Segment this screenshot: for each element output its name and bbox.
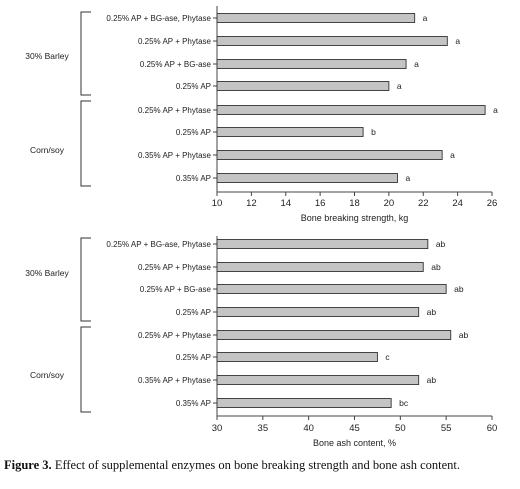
chart1-bar	[216, 13, 416, 23]
chart2-category-label: 0.25% AP	[176, 308, 211, 317]
chart1-bar	[216, 127, 364, 137]
chart2-bar	[216, 330, 452, 340]
chart1-bar	[216, 105, 486, 115]
caption-label: Figure 3.	[4, 458, 52, 472]
chart2-data-label: ab	[454, 284, 464, 294]
chart2-category-label: 0.25% AP + Phytase	[138, 331, 212, 340]
chart2-x-tick-label: 60	[487, 423, 498, 434]
chart1-category-label: 0.25% AP + BG-ase, Phytase	[106, 14, 211, 23]
chart1-group-label: Corn/soy	[30, 145, 65, 155]
chart1-x-tick-label: 18	[349, 198, 360, 209]
chart2-bar	[216, 284, 447, 294]
chart1-data-label: a	[493, 105, 498, 115]
chart2-bar	[216, 262, 424, 272]
chart1-bar	[216, 36, 448, 46]
chart2-x-tick-label: 40	[303, 423, 314, 434]
chart1-bar	[216, 150, 443, 160]
chart2-data-label: c	[385, 352, 390, 362]
chart2-x-tick-label: 35	[258, 423, 269, 434]
chart2-category-label: 0.35% AP + Phytase	[138, 376, 212, 385]
chart1-data-label: a	[455, 36, 460, 46]
caption-text: Effect of supplemental enzymes on bone b…	[54, 458, 461, 472]
chart1-data-label: a	[405, 173, 410, 183]
chart1-category-label: 0.25% AP + BG-ase	[140, 60, 212, 69]
chart2-category-label: 0.25% AP	[176, 353, 211, 362]
chart1-x-tick-label: 16	[315, 198, 326, 209]
chart1-x-axis-label: Bone breaking strength, kg	[301, 213, 409, 223]
chart1-data-label: b	[371, 127, 376, 137]
chart1-bar	[216, 59, 407, 69]
chart1-x-tick-label: 22	[418, 198, 429, 209]
chart1-bar	[216, 81, 390, 91]
chart1-x-tick-label: 24	[452, 198, 463, 209]
chart1-category-label: 0.25% AP	[176, 82, 211, 91]
chart2-group-label: 30% Barley	[25, 268, 69, 278]
chart1-bar	[216, 173, 398, 183]
chart1-category-label: 0.25% AP	[176, 128, 211, 137]
chart1-data-label: a	[450, 150, 455, 160]
chart2-x-tick-label: 30	[212, 423, 223, 434]
chart2-category-label: 0.35% AP	[176, 399, 211, 408]
chart1-group-bracket	[80, 11, 91, 96]
chart2-data-label: ab	[427, 307, 437, 317]
chart2-group-bracket	[80, 237, 91, 322]
chart2-data-label: ab	[431, 262, 441, 272]
chart1-category-label: 0.35% AP + Phytase	[138, 151, 212, 160]
chart2-x-tick-label: 55	[441, 423, 452, 434]
chart2-group-bracket	[80, 326, 91, 413]
chart1-x-tick-label: 14	[280, 198, 291, 209]
chart2-data-label: ab	[459, 330, 469, 340]
chart2-data-label: ab	[427, 375, 437, 385]
chart2-x-axis-label: Bone ash content, %	[313, 438, 396, 448]
chart1-group-label: 30% Barley	[25, 51, 69, 61]
chart1-x-tick-label: 10	[212, 198, 223, 209]
chart2-bar	[216, 307, 420, 317]
chart2-data-label: ab	[436, 239, 446, 249]
chart1-data-label: a	[423, 13, 428, 23]
chart2-category-label: 0.25% AP + Phytase	[138, 263, 212, 272]
chart2-bar	[216, 398, 392, 408]
chart1-x-tick-label: 26	[487, 198, 498, 209]
figure-caption: Figure 3. Effect of supplemental enzymes…	[4, 458, 516, 473]
chart2-bar	[216, 352, 378, 362]
chart1-data-label: a	[397, 81, 402, 91]
chart1-category-label: 0.25% AP + Phytase	[138, 37, 212, 46]
chart2-category-label: 0.25% AP + BG-ase	[140, 285, 212, 294]
chart2-bar	[216, 239, 429, 249]
chart2-category-label: 0.25% AP + BG-ase, Phytase	[106, 240, 211, 249]
chart1-group-bracket	[80, 100, 91, 187]
chart1-x-tick-label: 12	[246, 198, 257, 209]
chart1-category-label: 0.25% AP + Phytase	[138, 106, 212, 115]
chart2-bar	[216, 375, 420, 385]
chart1-category-label: 0.35% AP	[176, 174, 211, 183]
chart2-x-tick-label: 50	[395, 423, 406, 434]
chart1-data-label: a	[414, 59, 419, 69]
chart2-group-label: Corn/soy	[30, 370, 65, 380]
chart1-x-tick-label: 20	[384, 198, 395, 209]
chart2-x-tick-label: 45	[349, 423, 360, 434]
chart2-data-label: bc	[399, 398, 409, 408]
